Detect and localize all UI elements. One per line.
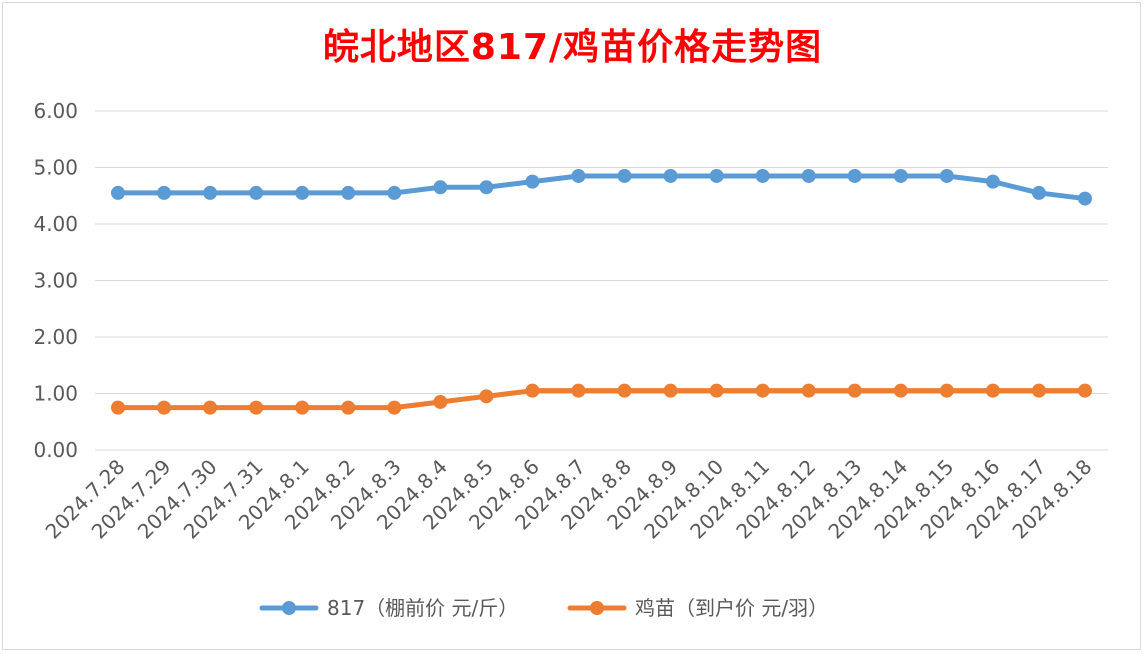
series-line bbox=[115, 388, 1088, 411]
data-point bbox=[847, 168, 862, 183]
data-point bbox=[479, 389, 494, 404]
series-1 bbox=[111, 168, 1092, 206]
data-point bbox=[801, 383, 816, 398]
data-point bbox=[525, 383, 540, 398]
chart-title: 皖北地区817/鸡苗价格走势图 bbox=[322, 27, 823, 68]
series-2 bbox=[111, 383, 1092, 415]
legend-label: 817（棚前价 元/斤） bbox=[327, 596, 518, 620]
data-point bbox=[1031, 383, 1046, 398]
data-point bbox=[433, 180, 448, 195]
data-point bbox=[847, 383, 862, 398]
data-point bbox=[341, 400, 356, 415]
data-point bbox=[663, 383, 678, 398]
data-point bbox=[111, 185, 125, 200]
data-point bbox=[249, 400, 264, 415]
data-point bbox=[341, 185, 356, 200]
data-point bbox=[295, 400, 310, 415]
series-group bbox=[111, 168, 1092, 415]
data-point bbox=[985, 174, 1000, 189]
legend-marker bbox=[590, 601, 604, 615]
data-point bbox=[709, 383, 724, 398]
grid-lines bbox=[95, 110, 1108, 451]
data-point bbox=[617, 383, 632, 398]
data-point bbox=[755, 168, 770, 183]
data-point bbox=[939, 168, 954, 183]
y-tick-label: 3.00 bbox=[33, 269, 78, 293]
legend-label: 鸡苗（到户价 元/羽） bbox=[635, 596, 828, 620]
data-point bbox=[1031, 185, 1046, 200]
y-axis-ticks: 0.00 1.00 2.00 3.00 4.00 5.00 6.00 bbox=[33, 99, 78, 462]
data-point bbox=[249, 185, 264, 200]
data-point bbox=[1078, 191, 1092, 206]
data-point bbox=[939, 383, 954, 398]
y-tick-label: 4.00 bbox=[33, 212, 78, 236]
data-point bbox=[709, 168, 724, 183]
data-point bbox=[617, 168, 632, 183]
y-tick-label: 1.00 bbox=[33, 382, 78, 406]
data-point bbox=[755, 383, 770, 398]
legend: 817（棚前价 元/斤） 鸡苗（到户价 元/羽） bbox=[259, 596, 828, 620]
data-point bbox=[801, 168, 816, 183]
legend-item: 鸡苗（到户价 元/羽） bbox=[567, 596, 828, 620]
legend-item: 817（棚前价 元/斤） bbox=[259, 596, 518, 620]
data-point bbox=[479, 180, 494, 195]
y-tick-label: 0.00 bbox=[33, 438, 78, 462]
data-point bbox=[571, 168, 586, 183]
data-point bbox=[571, 383, 586, 398]
series-line bbox=[115, 173, 1088, 202]
data-point bbox=[157, 400, 172, 415]
data-point bbox=[111, 400, 125, 415]
data-point bbox=[663, 168, 678, 183]
data-point bbox=[157, 185, 172, 200]
data-point bbox=[203, 400, 218, 415]
data-point bbox=[387, 185, 402, 200]
y-tick-label: 5.00 bbox=[33, 156, 78, 180]
data-point bbox=[893, 168, 908, 183]
data-point bbox=[203, 185, 218, 200]
data-point bbox=[985, 383, 1000, 398]
data-point bbox=[1078, 383, 1092, 398]
x-axis-ticks: 2024.7.282024.7.292024.7.302024.7.312024… bbox=[41, 455, 1097, 544]
data-point bbox=[295, 185, 310, 200]
legend-marker bbox=[282, 601, 296, 615]
data-point bbox=[433, 394, 448, 409]
data-point bbox=[525, 174, 540, 189]
y-tick-label: 6.00 bbox=[33, 99, 78, 123]
y-tick-label: 2.00 bbox=[33, 325, 78, 349]
data-point bbox=[893, 383, 908, 398]
data-point bbox=[387, 400, 402, 415]
